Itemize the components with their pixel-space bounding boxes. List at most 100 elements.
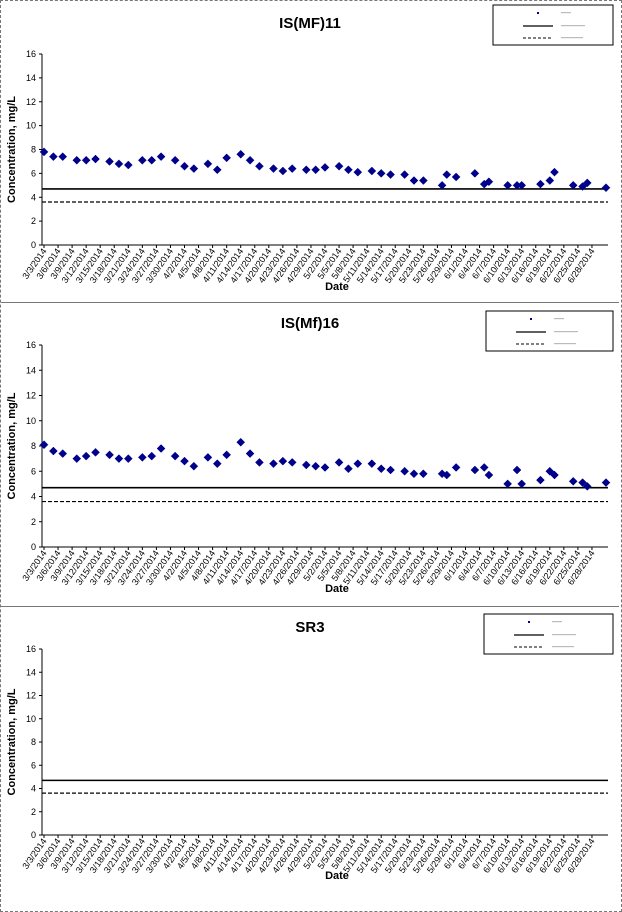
y-tick-label: 8 [31, 441, 36, 451]
y-tick-label: 6 [31, 168, 36, 178]
data-point [442, 170, 452, 179]
y-tick-label: 16 [26, 49, 36, 59]
data-point [269, 459, 278, 469]
data-point [437, 180, 447, 190]
data-point [367, 166, 377, 176]
x-axis-label: Date [325, 583, 349, 595]
chart-title: SR3 [295, 619, 324, 636]
data-point [105, 450, 114, 460]
y-axis-label: Concentration, mg/L [6, 392, 18, 499]
x-axis-label: Date [325, 870, 349, 882]
data-point [72, 155, 82, 165]
legend-text-smudge [561, 12, 571, 14]
data-point [301, 165, 311, 175]
data-point [418, 176, 428, 185]
panel-divider [1, 606, 619, 607]
data-point [58, 152, 68, 162]
data-point [58, 449, 68, 458]
data-point [545, 466, 555, 476]
chart-title: IS(MF)11 [279, 15, 341, 32]
y-tick-label: 12 [26, 691, 36, 701]
legend-text-smudge [552, 634, 576, 636]
data-point [568, 180, 578, 190]
chart-title: IS(Mf)16 [281, 315, 339, 332]
data-point [236, 149, 246, 159]
data-point [72, 454, 82, 463]
data-point [269, 164, 278, 173]
panel-divider [1, 302, 619, 303]
data-point [367, 459, 377, 469]
y-axis-label: Concentration, mg/L [6, 688, 18, 795]
y-tick-label: 4 [31, 192, 36, 202]
data-point [451, 463, 461, 472]
y-tick-label: 10 [26, 714, 36, 724]
data-point [278, 166, 288, 176]
data-point [236, 437, 246, 447]
data-point [409, 469, 419, 479]
y-tick-label: 10 [26, 121, 36, 131]
data-point [503, 180, 513, 190]
data-point [180, 161, 189, 171]
data-point [147, 451, 157, 461]
legend-text-smudge [554, 343, 576, 345]
data-point [170, 155, 180, 165]
data-point [517, 180, 527, 190]
data-point [255, 161, 264, 171]
legend-box [483, 613, 614, 655]
data-point [222, 450, 232, 460]
data-point [418, 469, 428, 479]
data-point [137, 155, 147, 165]
data-point [353, 167, 363, 177]
data-point [578, 478, 587, 487]
y-tick-label: 2 [31, 807, 36, 817]
data-point [320, 163, 330, 172]
y-tick-label: 0 [31, 830, 36, 840]
y-tick-label: 6 [31, 760, 36, 770]
data-point [81, 451, 91, 461]
legend-marker-diamond [528, 621, 530, 623]
data-point [376, 464, 386, 474]
data-point [170, 451, 180, 461]
data-point [536, 475, 545, 485]
legend-text-smudge [554, 318, 564, 320]
data-point [334, 458, 344, 467]
data-point [287, 164, 297, 173]
data-point [91, 154, 100, 164]
data-point [180, 456, 189, 466]
data-point [536, 179, 545, 189]
data-point [147, 155, 157, 165]
data-point [545, 176, 555, 185]
y-tick-label: 12 [26, 391, 36, 401]
data-point [376, 169, 386, 178]
y-axis-label: Concentration, mg/L [6, 96, 18, 203]
data-point [49, 446, 58, 456]
data-point [400, 466, 409, 476]
data-point [156, 444, 166, 453]
data-point [353, 459, 363, 469]
legend-marker-diamond [530, 318, 532, 320]
data-point [601, 183, 611, 193]
data-point [479, 463, 489, 472]
legend-text-smudge [561, 37, 583, 39]
y-tick-label: 10 [26, 416, 36, 426]
data-point [189, 461, 199, 471]
y-tick-label: 4 [31, 784, 36, 794]
data-point [301, 460, 311, 470]
data-point [222, 153, 232, 163]
data-point [39, 147, 49, 157]
data-point [334, 161, 344, 171]
y-tick-label: 4 [31, 492, 36, 502]
data-point [550, 167, 559, 177]
chart-panel-1: IS(MF)11 0 2 4 6 8 10 12 14 16 Concentration, mg/L… [1, 1, 619, 301]
legend-marker-diamond [537, 12, 539, 14]
data-point [81, 155, 91, 165]
data-point [203, 453, 213, 462]
legend-text-smudge [561, 25, 585, 27]
data-point [442, 470, 452, 480]
y-tick-label: 14 [26, 667, 36, 677]
data-point [255, 458, 264, 467]
data-point [409, 176, 419, 185]
data-point [601, 478, 611, 487]
data-point [137, 453, 147, 462]
